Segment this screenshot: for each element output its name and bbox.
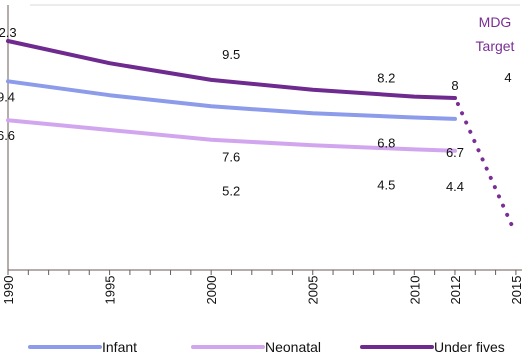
target-projection-line [455,102,516,232]
series-line-under-fives [6,39,457,100]
data-label-neonatal-1990: 6.6 [0,128,15,143]
legend-label-neonatal: Neonatal [265,339,321,353]
target-label-mdg: MDG [479,14,512,30]
x-tick-label-1990: 1990 [1,276,16,305]
data-label-under-fives-2000: 9.5 [222,47,240,62]
x-tick-label-2015: 2015 [509,276,524,305]
target-value-label: 4 [504,70,511,85]
data-label-infant-2000: 7.6 [222,149,240,164]
x-tick-label-1995: 1995 [103,276,118,305]
x-tick-label-2005: 2005 [306,276,321,305]
series-line-infant [6,79,457,121]
plot-frame [7,4,520,270]
data-label-infant-1990: 9.4 [0,89,15,104]
data-label-under-fives-2012: 8 [451,78,458,93]
data-label-under-fives-2010: 8.2 [377,71,395,86]
x-axis: 1990 1995 2000 2005 2010 2012 2015 [1,269,524,305]
legend-label-under-fives: Under fives [434,339,505,353]
x-tick-label-2010: 2010 [407,276,422,305]
data-labels: 9.4 7.6 6.8 6.7 6.6 5.2 4.5 4.4 12.3 9.5 8.2 8 [0,25,464,199]
data-label-neonatal-2012: 4.4 [446,179,464,194]
target-label-target: Target [476,38,515,54]
x-tick-label-2012: 2012 [448,276,463,305]
x-tick-label-2000: 2000 [204,276,219,305]
data-label-neonatal-2000: 5.2 [222,184,240,199]
data-label-under-fives-1990: 12.3 [0,25,17,40]
mdg-target: MDG Target 4 [455,14,516,232]
legend-label-infant: Infant [102,339,137,353]
data-label-neonatal-2010: 4.5 [377,177,395,192]
data-label-infant-2012: 6.7 [446,145,464,160]
legend: Infant Neonatal Under fives [28,339,505,353]
series-lines [6,39,457,153]
series-line-neonatal [6,118,457,153]
data-label-infant-2010: 6.8 [377,136,395,151]
